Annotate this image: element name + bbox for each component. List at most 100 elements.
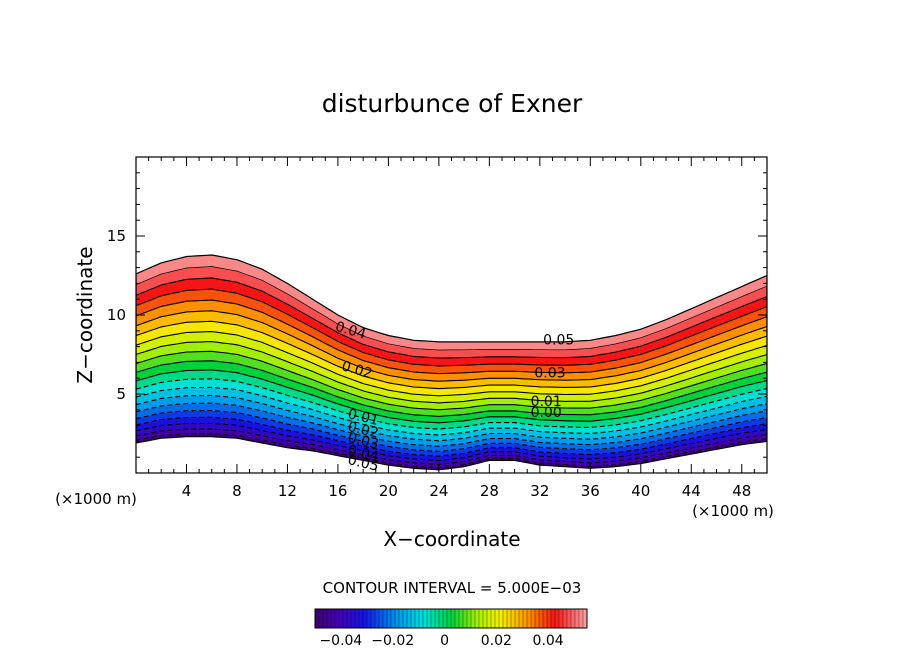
x-tick-label: 32 [530, 482, 549, 500]
x-tick-label: 8 [232, 482, 242, 500]
colorbar-segment [571, 609, 576, 628]
contour-label: 0.03 [534, 365, 565, 381]
colorbar-segment [391, 609, 396, 628]
plot-area: 0.050.040.030.020.010.000.010.020.030.04… [136, 254, 767, 475]
colorbar-segment [387, 609, 392, 628]
y-axis-label: Z−coordinate [73, 246, 97, 383]
colorbar-segment [567, 609, 572, 628]
colorbar-segment [395, 609, 400, 628]
contour-label: 0.05 [543, 332, 574, 348]
contour-line [136, 350, 767, 411]
contour-line [136, 433, 767, 469]
colorbar-segment [543, 609, 548, 628]
colorbar-segment [471, 609, 476, 628]
colorbar-frame [314, 608, 588, 629]
colorbar-segment [427, 609, 432, 628]
contour-interval-text: CONTOUR INTERVAL = 5.000E−03 [323, 579, 582, 597]
colorbar-segment [431, 609, 436, 628]
colorbar-segment [575, 609, 580, 628]
colorbar-tick-label: 0 [440, 633, 449, 649]
colorbar-segment [447, 609, 452, 628]
colorbar-segment [583, 609, 588, 628]
y-tick-label: 15 [107, 227, 126, 245]
colorbar-segment [523, 609, 528, 628]
colorbar-segment [487, 609, 492, 628]
colorbar-segment [327, 609, 332, 628]
colorbar-segment [319, 609, 324, 628]
colorbar-segment [375, 609, 380, 628]
colorbar-segment [559, 609, 564, 628]
colorbar-segment [563, 609, 568, 628]
colorbar-segment [535, 609, 540, 628]
colorbar-segment [519, 609, 524, 628]
x-unit-right: (×1000 m) [692, 502, 774, 520]
colorbar-segment [555, 609, 560, 628]
contour-line [136, 331, 767, 397]
y-tick-label: 10 [107, 306, 126, 324]
colorbar-segment [407, 609, 412, 628]
colorbar-segment [351, 609, 356, 628]
contour-line [136, 299, 767, 375]
colorbar-segment [423, 609, 428, 628]
contour-label: 0.05 [346, 452, 380, 475]
contour-line [136, 360, 767, 417]
contour-label: 0.03 [346, 430, 380, 453]
colorbar-segment [379, 609, 384, 628]
colorbar-segment [579, 609, 584, 628]
contour-line [136, 310, 767, 382]
colorbar-segment [419, 609, 424, 628]
colorbar-tick-label: 0.02 [481, 633, 512, 649]
y-tick-label: 5 [116, 385, 126, 403]
colorbar-segment [359, 609, 364, 628]
contour-label: 0.01 [531, 394, 562, 410]
colorbar-segment [367, 609, 372, 628]
colorbar-segment [455, 609, 460, 628]
colorbar-segment [463, 609, 468, 628]
axis-ticks [136, 157, 767, 473]
colorbar-segment [475, 609, 480, 628]
colorbar-segment [323, 609, 328, 628]
colorbar-segment [435, 609, 440, 628]
colorbar-segment [467, 609, 472, 628]
colorbar-segment [399, 609, 404, 628]
colorbar-segment [551, 609, 556, 628]
contour-line [136, 378, 767, 430]
colorbar-segment [539, 609, 544, 628]
colorbar-segment [451, 609, 456, 628]
contour-label: 0.00 [531, 405, 562, 421]
colorbar-segment [511, 609, 516, 628]
colorbar-segment [515, 609, 520, 628]
colorbar-segment [479, 609, 484, 628]
colorbar-segment [459, 609, 464, 628]
domain-outline [136, 254, 767, 471]
colorbar-segment [411, 609, 416, 628]
colorbar-segment [531, 609, 536, 628]
x-tick-label: 16 [328, 482, 347, 500]
colorbar-segment [483, 609, 488, 628]
colorbar-segment [383, 609, 388, 628]
colorbar-segment [499, 609, 504, 628]
colorbar-segment [527, 609, 532, 628]
x-axis-label: X−coordinate [383, 527, 520, 551]
colorbar-segment [403, 609, 408, 628]
contour-line [136, 277, 767, 359]
contour-line [136, 341, 767, 404]
contour-line [136, 416, 767, 457]
colorbar [314, 608, 588, 629]
contour-line [136, 369, 767, 424]
colorbar-segment [439, 609, 444, 628]
x-tick-label: 4 [182, 482, 192, 500]
contour-line [136, 320, 767, 390]
colorbar-segment [507, 609, 512, 628]
contour-line [136, 428, 767, 466]
x-tick-labels: 4 8 12 16 20 24 28 32 36 40 44 48 [182, 482, 752, 500]
contour-label: 0.02 [346, 419, 380, 442]
colorbar-segment [331, 609, 336, 628]
colorbar-segment [503, 609, 508, 628]
colorbar-segment [415, 609, 420, 628]
contour-line [136, 422, 767, 462]
y-tick-labels: 5 10 15 [107, 227, 126, 403]
colorbar-tick-label: 0.04 [533, 633, 564, 649]
colorbar-segment [347, 609, 352, 628]
x-tick-label: 28 [480, 482, 499, 500]
